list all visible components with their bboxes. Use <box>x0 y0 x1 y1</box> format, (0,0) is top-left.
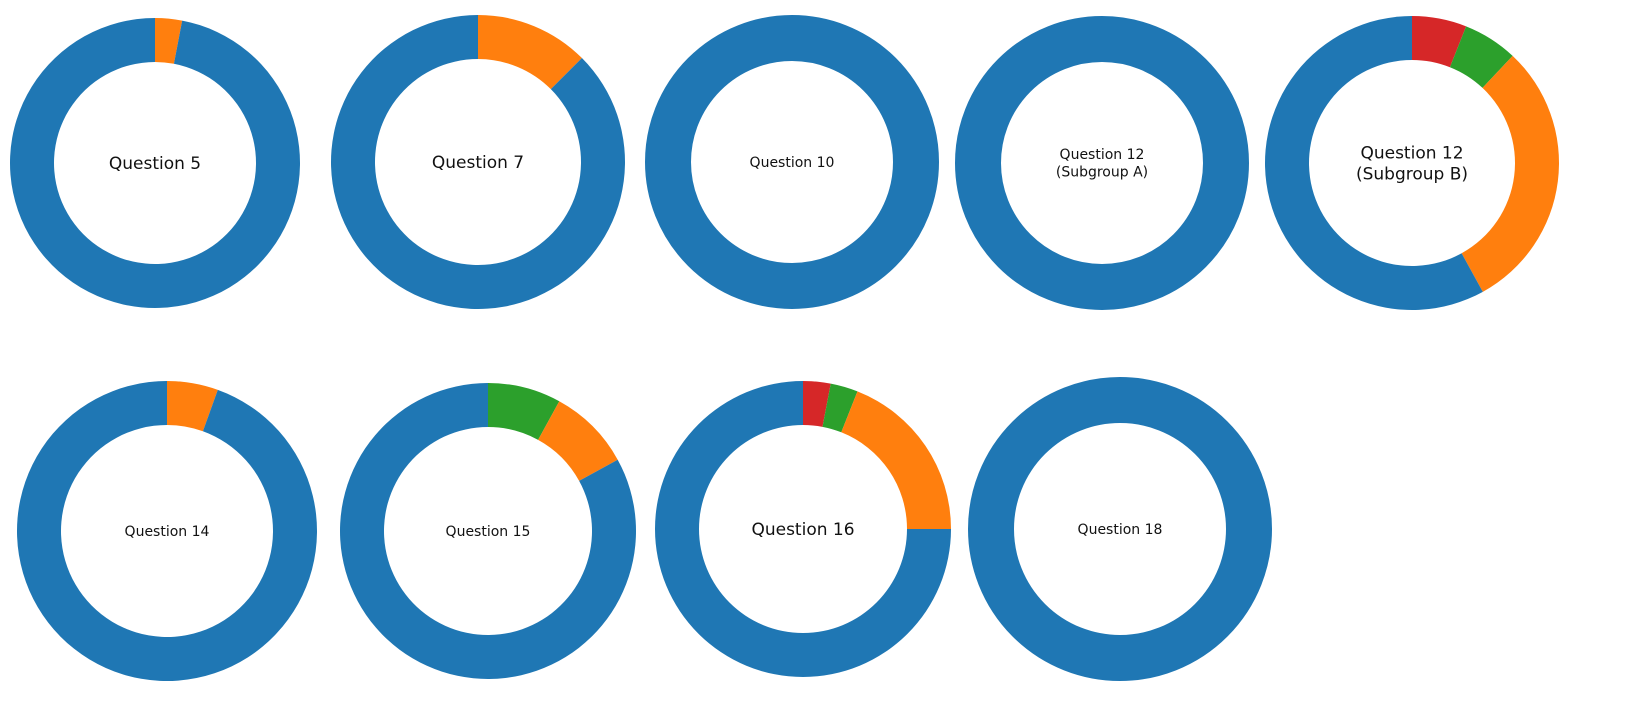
donut-chart-4: Question 12 (Subgroup A) <box>955 16 1249 310</box>
donut-center-label: Question 7 <box>432 153 524 173</box>
donut-slice-green <box>488 383 560 440</box>
donut-slice-blue <box>968 377 1272 681</box>
donut-slice-orange <box>155 18 183 64</box>
donut-center-label: Question 15 <box>446 524 531 540</box>
donut-slice-orange <box>841 391 951 529</box>
donut-center-label: (Subgroup A) <box>1056 165 1148 181</box>
donut-chart-6: Question 14 <box>16 381 317 681</box>
donut-center-label: (Subgroup B) <box>1356 165 1468 185</box>
donut-chart-9: Question 18 <box>968 377 1272 681</box>
donut-slice-blue <box>955 16 1249 310</box>
donut-slice-blue <box>16 381 317 681</box>
donut-center-label: Question 12 <box>1360 143 1463 163</box>
donut-center-label: Question 12 <box>1060 147 1145 163</box>
donut-slice-green <box>822 383 858 433</box>
donut-slice-blue <box>331 15 625 309</box>
donut-chart-8: Question 16 <box>655 381 951 677</box>
donut-center-label: Question 14 <box>125 524 210 540</box>
donut-center-label: Question 18 <box>1078 522 1163 538</box>
donut-chart-5: Question 12(Subgroup B) <box>1265 16 1559 311</box>
donut-slice-orange <box>478 15 582 90</box>
donut-slice-red <box>1412 16 1467 68</box>
donut-chart-1: Question 5 <box>10 18 300 308</box>
donut-slice-blue <box>655 381 951 677</box>
donut-slice-blue <box>340 383 636 679</box>
donut-chart-3: Question 10 <box>645 15 939 309</box>
donut-slice-orange <box>1461 55 1559 292</box>
donut-slice-red <box>803 381 831 427</box>
donut-slice-green <box>1449 26 1513 88</box>
donut-center-label: Question 5 <box>109 154 201 174</box>
donut-slice-orange <box>538 401 618 481</box>
donut-chart-2: Question 7 <box>331 15 625 309</box>
donut-chart-7: Question 15 <box>340 383 636 679</box>
donut-center-label: Question 10 <box>750 155 835 171</box>
donut-center-label: Question 16 <box>751 520 854 540</box>
donut-slice-blue <box>10 18 300 308</box>
donut-slice-blue <box>1265 16 1483 311</box>
donut-slice-blue <box>645 15 939 309</box>
donut-slice-orange <box>167 381 218 432</box>
